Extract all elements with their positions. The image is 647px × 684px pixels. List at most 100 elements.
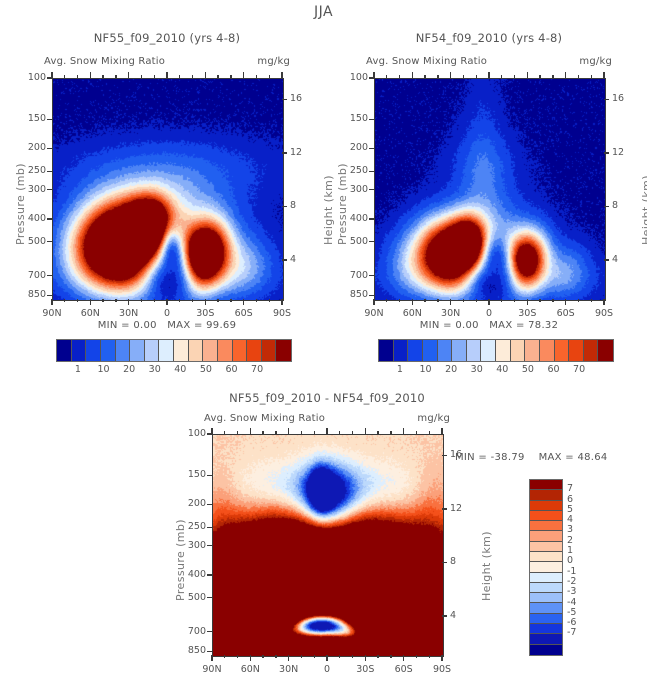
x-tick xyxy=(224,655,226,658)
y-tick-label: 200 xyxy=(27,142,46,154)
x-tick-top xyxy=(428,431,430,434)
colorbar-segment xyxy=(530,572,562,583)
colorbar-segment xyxy=(530,541,562,552)
panel-subheader-nf54: Avg. Snow Mixing Ratio mg/kg xyxy=(366,56,612,67)
x-tick-label: 60N xyxy=(80,308,100,319)
panel-title-nf54: NF54_f09_2010 (yrs 4-8) xyxy=(415,31,563,45)
colorbar-segment xyxy=(408,340,423,361)
x-tick xyxy=(424,299,426,302)
x-tick-top xyxy=(262,431,264,434)
y-tick xyxy=(47,118,52,120)
colorbar-tick-label: 70 xyxy=(251,364,264,375)
colorbar-tick-label: 0 xyxy=(567,555,574,567)
y-tick xyxy=(207,474,212,476)
x-tick xyxy=(128,299,130,305)
plot-area-nf54[interactable] xyxy=(374,78,606,301)
x-tick xyxy=(204,299,206,305)
y2-tick xyxy=(604,152,609,154)
minmax-nf55: MIN = 0.00 MAX = 99.69 xyxy=(52,320,282,331)
y2-tick xyxy=(282,152,287,154)
x-tick-top xyxy=(281,72,283,78)
y-tick xyxy=(207,596,212,599)
x-tick-top xyxy=(462,75,465,78)
x-tick-label: 30S xyxy=(196,308,215,319)
units-label-nf54: mg/kg xyxy=(579,56,612,67)
y-tick-label: 250 xyxy=(27,165,46,177)
colorbar-segment xyxy=(217,340,233,361)
y2-tick xyxy=(604,98,609,101)
x-tick xyxy=(51,299,53,305)
x-tick xyxy=(268,299,270,302)
x-tick-label: 90S xyxy=(272,308,292,319)
y-tick-label: 500 xyxy=(349,235,368,247)
colorbar-diff[interactable] xyxy=(529,479,563,656)
colorbar-segment xyxy=(530,562,562,573)
y-tick xyxy=(369,218,374,220)
variable-label-nf55: Avg. Snow Mixing Ratio xyxy=(44,56,166,67)
x-tick-top xyxy=(76,75,79,78)
plot-area-diff[interactable] xyxy=(212,434,444,657)
y2-tick xyxy=(604,205,609,208)
max-value-nf54: 78.32 xyxy=(528,320,559,331)
x-tick-top xyxy=(475,75,477,78)
y-tick-label: 100 xyxy=(187,428,206,439)
x-tick-top xyxy=(441,428,443,434)
colorbar-tick-label: 7 xyxy=(567,483,574,495)
y-tick-label: 400 xyxy=(187,568,206,580)
x-tick xyxy=(288,655,290,661)
x-tick-top xyxy=(390,431,392,434)
y-tick-label: 700 xyxy=(349,269,368,281)
x-tick-top xyxy=(300,431,303,434)
colorbar-nf55[interactable] xyxy=(56,339,292,362)
x-tick-top xyxy=(128,72,130,78)
colorbar-segment xyxy=(530,480,562,491)
y-tick-label: 700 xyxy=(187,625,206,637)
x-tick-top xyxy=(191,75,194,78)
colorbar-segment xyxy=(466,340,482,361)
colorbar-segment xyxy=(481,340,496,361)
colorbar-segment xyxy=(115,340,131,361)
colorbar-nf54[interactable] xyxy=(378,339,614,362)
colorbar-tick-label: 10 xyxy=(97,364,110,375)
variable-label-diff: Avg. Snow Mixing Ratio xyxy=(204,413,326,424)
y-tick xyxy=(207,650,212,653)
x-tick-top xyxy=(236,431,239,434)
plot-area-nf55[interactable] xyxy=(52,78,284,301)
y-tick-label: 200 xyxy=(349,142,368,154)
y-tick xyxy=(369,294,374,297)
colorbar-segment xyxy=(530,510,562,522)
x-tick-top xyxy=(415,431,418,434)
y2-tick xyxy=(442,508,447,510)
colorbar-tick-label: -1 xyxy=(567,565,577,577)
max-label-diff: MAX = xyxy=(538,452,574,463)
colorbar-tick-label: 20 xyxy=(123,364,136,375)
y-tick xyxy=(207,526,212,528)
colorbar-segment xyxy=(554,340,570,361)
y-tick-label: 150 xyxy=(27,113,46,125)
y2-tick-label: 16 xyxy=(450,449,463,461)
colorbar-segment xyxy=(530,593,562,604)
y-tick xyxy=(47,294,52,297)
x-tick xyxy=(428,655,430,658)
x-tick-top xyxy=(398,75,401,78)
colorbar-segment xyxy=(159,340,174,361)
y2-tick-label: 8 xyxy=(290,200,297,212)
colorbar-tick-label: 50 xyxy=(199,364,212,375)
x-tick-label: 0 xyxy=(323,664,331,675)
colorbar-segment xyxy=(530,500,562,511)
x-tick-top xyxy=(211,428,213,434)
x-tick-top xyxy=(513,75,516,78)
y-tick xyxy=(47,218,52,220)
colorbar-segment xyxy=(510,340,526,361)
x-tick xyxy=(140,299,143,302)
y2-tick xyxy=(442,561,447,564)
x-tick-top xyxy=(565,72,567,78)
x-tick-top xyxy=(364,428,366,434)
x-tick-top xyxy=(339,431,341,434)
y-tick xyxy=(369,147,374,150)
x-tick-top xyxy=(437,75,439,78)
y2-tick-label: 12 xyxy=(290,146,303,158)
x-tick xyxy=(590,299,592,302)
x-tick xyxy=(281,299,283,305)
min-label-diff: MIN = xyxy=(455,452,488,463)
